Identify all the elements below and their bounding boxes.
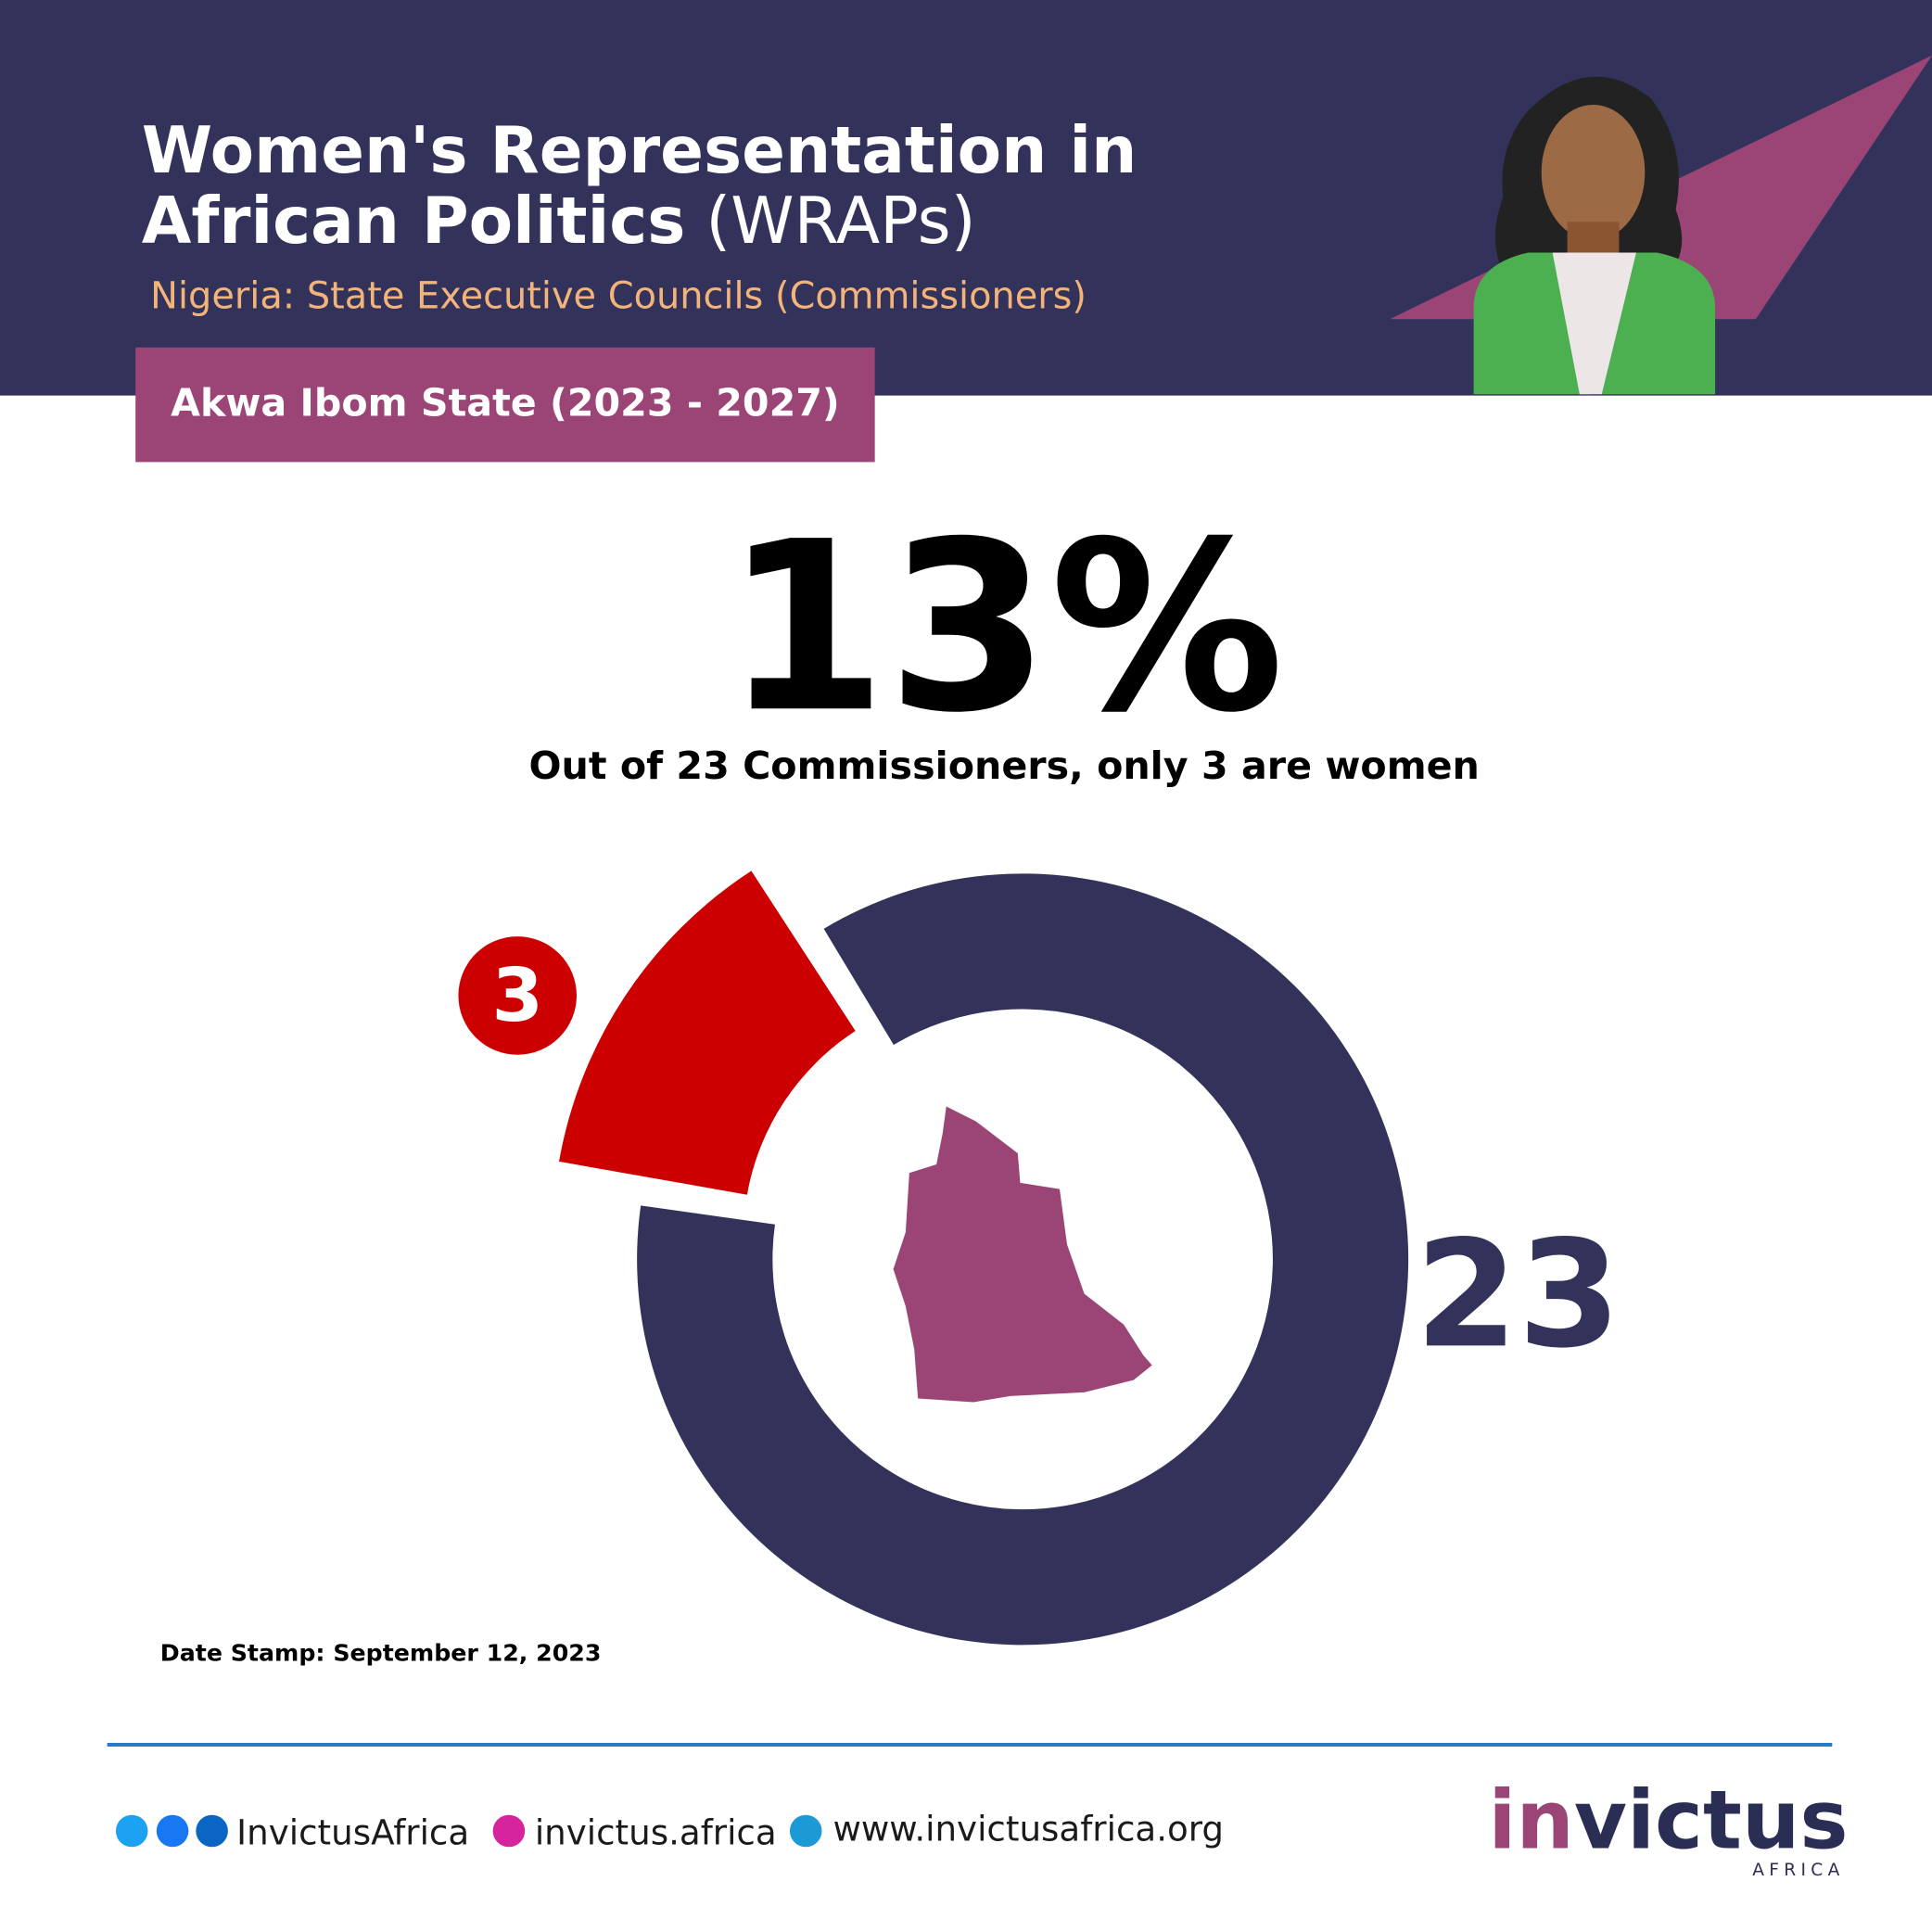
twitter-icon bbox=[115, 1814, 148, 1848]
woman-icon bbox=[1473, 76, 1716, 395]
headline: 13% bbox=[724, 491, 1284, 764]
logo-accent: in bbox=[1488, 1773, 1574, 1868]
badge bbox=[135, 347, 875, 463]
logo: invictus bbox=[1488, 1773, 1848, 1868]
logo-sub: AFRICA bbox=[1752, 1861, 1844, 1880]
part-label: 3 bbox=[491, 952, 542, 1038]
linkedin-icon bbox=[196, 1814, 228, 1848]
facebook-icon bbox=[156, 1814, 189, 1848]
caption: Out of 23 Commissioners, only 3 are wome… bbox=[529, 744, 1480, 788]
instagram-handle: invictus.africa bbox=[535, 1812, 777, 1853]
women-segment bbox=[559, 871, 856, 1195]
logo-main: victus bbox=[1574, 1773, 1849, 1868]
part-badge bbox=[458, 936, 578, 1055]
web-icon bbox=[789, 1814, 822, 1848]
state-map bbox=[893, 1106, 1152, 1403]
title: African Politics bbox=[142, 184, 686, 259]
total-ring bbox=[637, 873, 1409, 1646]
donut-chart: 3 23 bbox=[458, 871, 1621, 1646]
badge-text: Akwa Ibom State (2023 - 2027) bbox=[171, 380, 840, 425]
total-label: 23 bbox=[1415, 1208, 1621, 1380]
title-suffix: (WRAPs) bbox=[705, 184, 975, 259]
social-handle: InvictusAfrica bbox=[236, 1812, 469, 1853]
date-stamp: Date Stamp: September 12, 2023 bbox=[160, 1640, 602, 1667]
title: African Politics (WRAPs) bbox=[142, 184, 976, 259]
title: Women's Representation in bbox=[142, 114, 1137, 188]
subtitle: Nigeria: State Executive Councils (Commi… bbox=[150, 274, 1087, 317]
website: www.invictusafrica.org bbox=[833, 1809, 1224, 1849]
instagram-icon bbox=[492, 1814, 526, 1848]
